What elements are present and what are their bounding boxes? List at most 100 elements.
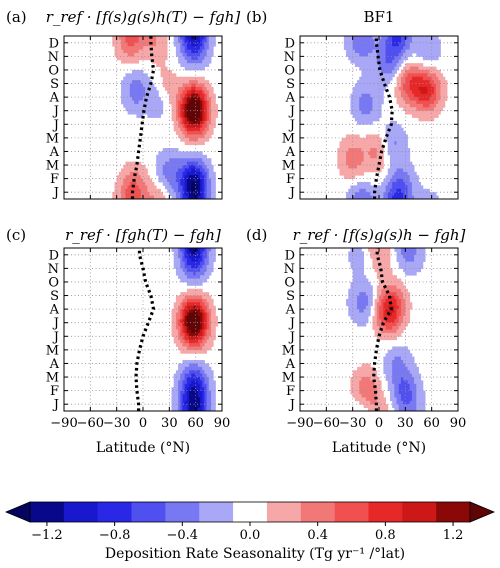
field-cell (350, 188, 354, 193)
field-cell (436, 86, 439, 91)
field-cell (374, 305, 378, 310)
field-cell (359, 315, 362, 320)
field-cell (121, 86, 124, 91)
field-cell (400, 360, 404, 364)
field-cell (403, 100, 406, 105)
field-cell (208, 394, 212, 398)
field-cell (376, 36, 380, 40)
field-cell (206, 298, 210, 303)
field-cell (191, 52, 194, 57)
field-cell (394, 63, 397, 67)
field-cell (429, 46, 433, 50)
field-cell (385, 285, 389, 290)
field-cell (372, 185, 376, 190)
field-cell (147, 90, 150, 95)
field-cell (416, 46, 419, 50)
field-cell (400, 390, 404, 395)
field-cell (200, 397, 203, 402)
field-cell (211, 264, 214, 269)
field-cell (204, 380, 208, 385)
field-cell (414, 185, 417, 190)
field-cell (132, 110, 135, 115)
field-cell (125, 42, 129, 47)
field-cell (365, 69, 369, 74)
field-cell (173, 114, 177, 118)
field-cell (184, 185, 188, 190)
field-cell (359, 144, 362, 149)
field-cell (149, 188, 153, 193)
field-cell (127, 100, 131, 105)
field-cell (193, 332, 197, 337)
field-cell (400, 73, 404, 78)
field-cell (403, 134, 406, 139)
field-cell (208, 39, 212, 44)
field-cell (116, 49, 120, 54)
field-cell (175, 400, 179, 405)
field-cell (357, 373, 360, 378)
field-cell (385, 363, 389, 368)
field-cell (208, 387, 212, 392)
field-cell (182, 251, 186, 256)
field-cell (143, 36, 146, 40)
field-cell (354, 275, 358, 279)
field-cell (195, 292, 199, 296)
field-cell (173, 36, 177, 40)
field-cell (121, 52, 124, 57)
field-cell (191, 278, 194, 283)
field-cell (127, 192, 131, 197)
field-cell (416, 100, 419, 105)
field-cell (129, 86, 133, 91)
field-cell (418, 251, 422, 256)
field-cell (204, 404, 208, 409)
field-cell (396, 363, 400, 368)
field-cell (392, 131, 395, 135)
field-cell (206, 39, 210, 44)
field-cell (414, 258, 417, 262)
field-cell (346, 39, 349, 44)
field-cell (407, 42, 411, 47)
field-cell (414, 178, 417, 183)
field-cell (379, 295, 382, 300)
field-cell (132, 86, 135, 91)
field-cell (164, 56, 168, 61)
field-cell (160, 56, 164, 61)
field-cell (387, 258, 391, 262)
field-cell (208, 404, 212, 409)
field-cell (363, 100, 367, 105)
field-cell (354, 264, 358, 269)
field-cell (374, 168, 378, 173)
field-cell (197, 100, 201, 105)
field-cell (175, 339, 179, 344)
field-cell (414, 366, 417, 371)
y-tick-label: M (46, 159, 59, 174)
field-cell (407, 175, 411, 180)
field-cell (389, 332, 393, 337)
field-cell (394, 349, 397, 354)
field-cell (193, 404, 197, 409)
field-cell (200, 117, 203, 122)
field-cell (352, 288, 356, 293)
field-cell (346, 52, 349, 57)
field-cell (121, 36, 124, 40)
field-cell (427, 73, 430, 78)
field-cell (175, 336, 179, 341)
field-cell (182, 175, 186, 180)
field-cell (178, 298, 181, 303)
field-cell (189, 281, 192, 286)
field-cell (171, 158, 175, 163)
field-cell (173, 188, 177, 193)
field-cell (175, 326, 179, 330)
field-cell (414, 93, 417, 98)
field-cell (145, 178, 148, 183)
field-cell (213, 100, 216, 105)
field-cell (129, 161, 133, 166)
field-cell (352, 285, 356, 290)
field-cell (180, 52, 183, 57)
field-cell (348, 46, 351, 50)
field-cell (134, 192, 137, 197)
field-cell (389, 36, 393, 40)
field-cell (352, 36, 356, 40)
field-cell (416, 195, 419, 199)
field-cell (202, 86, 205, 91)
